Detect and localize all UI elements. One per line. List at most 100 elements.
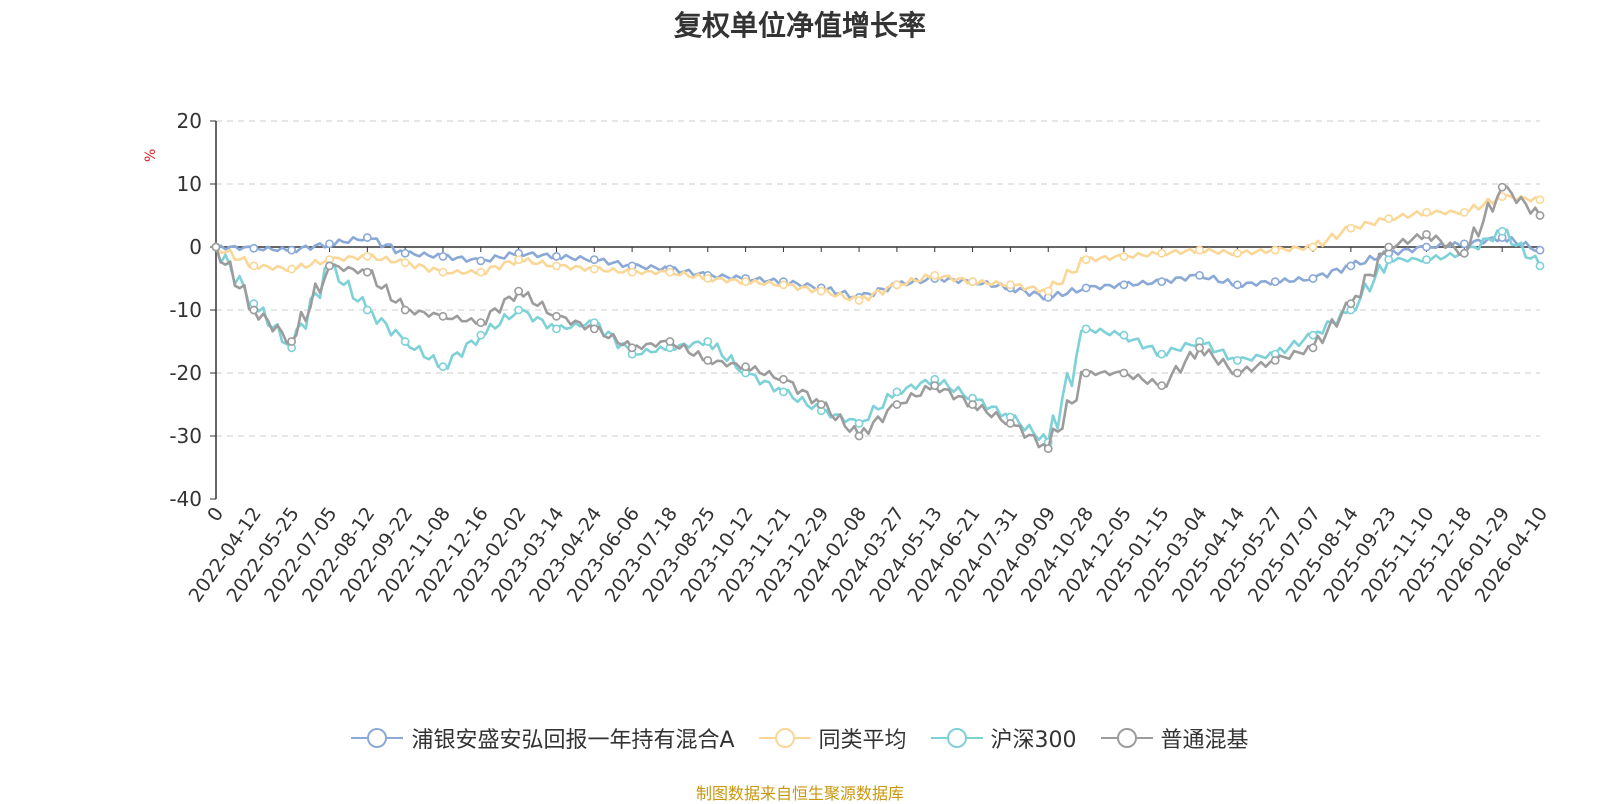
series-line: [215, 236, 1541, 301]
data-point: [703, 337, 713, 346]
data-point: [1535, 261, 1545, 271]
data-point: [1081, 283, 1091, 293]
legend-label: 沪深300: [990, 728, 1077, 753]
data-point: [892, 400, 902, 409]
data-point: [249, 305, 259, 315]
legend-item[interactable]: 同类平均: [758, 722, 907, 754]
data-point: [1497, 182, 1507, 192]
data-point: [1157, 381, 1167, 390]
data-point: [249, 243, 259, 253]
series-group: [211, 226, 1545, 447]
data-point: [400, 337, 410, 346]
data-point: [1459, 248, 1469, 258]
data-point: [1081, 255, 1091, 264]
legend-swatch-icon: [351, 728, 404, 748]
data-point: [1384, 255, 1394, 264]
grid-lines: [216, 120, 1540, 437]
data-point: [476, 267, 486, 277]
data-point: [703, 274, 713, 283]
data-point: [1232, 368, 1242, 378]
data-point: [1497, 226, 1507, 236]
data-point: [1308, 274, 1318, 283]
legend-item[interactable]: 浦银安盛安弘回报一年持有混合A: [351, 722, 735, 754]
data-point: [1195, 245, 1204, 255]
data-point: [665, 267, 675, 277]
data-point: [1157, 349, 1167, 359]
data-point: [1195, 343, 1204, 353]
data-point: [552, 311, 561, 321]
data-point: [438, 311, 448, 321]
data-point: [1422, 229, 1431, 239]
data-point: [438, 267, 448, 277]
data-point: [1422, 242, 1431, 252]
data-point: [1006, 418, 1015, 428]
data-point: [1308, 242, 1318, 252]
data-point: [476, 318, 486, 327]
data-point: [476, 330, 486, 340]
data-point: [854, 431, 864, 441]
data-point: [816, 286, 826, 296]
data-point: [325, 239, 334, 249]
legend-swatch-icon: [758, 728, 811, 748]
data-point: [362, 252, 372, 261]
data-point: [968, 400, 977, 409]
legend-item[interactable]: 普通混基: [1100, 722, 1249, 754]
data-point: [362, 305, 372, 315]
data-point: [249, 261, 259, 271]
data-point: [779, 387, 788, 397]
data-point: [589, 264, 599, 274]
data-point: [589, 255, 599, 264]
data-point: [1157, 277, 1167, 287]
data-point: [1232, 248, 1242, 258]
data-point: [1119, 252, 1129, 261]
x-tick-labels: 02022-04-122022-05-252022-07-052022-08-1…: [185, 503, 1553, 606]
y-tick-label: 20: [177, 109, 202, 133]
data-point: [1081, 368, 1091, 378]
series-group: [211, 182, 1545, 453]
x-tick-label: 0: [203, 503, 228, 526]
data-point: [438, 252, 448, 261]
legend-swatch-icon: [930, 728, 983, 748]
data-point: [665, 337, 675, 346]
data-point: [741, 277, 750, 287]
data-point: [892, 280, 902, 290]
data-point: [1422, 207, 1431, 217]
data-point: [589, 324, 599, 334]
data-point: [325, 261, 334, 271]
data-point: [476, 256, 486, 266]
data-point: [816, 400, 826, 409]
y-tick-label: -10: [169, 298, 202, 322]
y-tick-label: -30: [169, 424, 202, 448]
data-point: [779, 374, 788, 384]
data-point: [1422, 255, 1431, 264]
data-point: [1346, 223, 1356, 233]
legend-swatch-icon: [1100, 728, 1153, 748]
legend-label: 同类平均: [818, 728, 907, 753]
data-point: [438, 362, 448, 372]
data-point: [1308, 343, 1318, 353]
y-tick-label: -40: [169, 487, 202, 511]
data-point: [1232, 280, 1242, 290]
data-point: [968, 277, 977, 287]
data-point: [1308, 330, 1318, 340]
data-point: [1384, 242, 1394, 252]
source-footer: 制图数据来自恒生聚源数据库: [695, 784, 904, 803]
data-point: [211, 242, 221, 252]
data-point: [1043, 444, 1053, 453]
legend: 浦银安盛安弘回报一年持有混合A 同类平均 沪深300 普通混基: [0, 722, 1600, 754]
data-point: [514, 255, 524, 264]
data-point: [1270, 355, 1280, 365]
data-point: [1535, 195, 1545, 205]
legend-item[interactable]: 沪深300: [930, 722, 1077, 754]
data-point: [627, 343, 637, 353]
data-point: [741, 362, 750, 372]
data-point: [1006, 280, 1015, 290]
series-lines: [211, 182, 1545, 453]
data-point: [1346, 261, 1356, 271]
legend-marker: [774, 728, 795, 748]
data-point: [400, 305, 410, 315]
legend-label: 普通混基: [1160, 728, 1249, 753]
series-line: [214, 185, 1542, 450]
y-tick-labels: 20 10 0 -10 -20 -30 -40: [169, 109, 202, 511]
chart-title: 复权单位净值增长率: [673, 9, 926, 42]
